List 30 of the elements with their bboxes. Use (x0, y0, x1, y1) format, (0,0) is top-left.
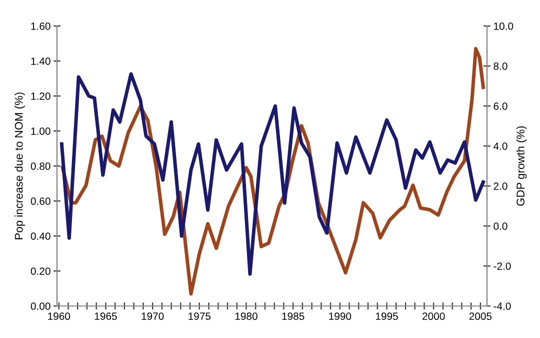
y-tick-label: 1.20 (31, 92, 50, 100)
y2-tick-label: 8.0 (494, 62, 508, 70)
x-tick-label: 1975 (188, 312, 211, 320)
y-tick-label: 0.80 (30, 162, 50, 170)
y2-tick-label: 2.0 (494, 182, 508, 190)
y-tick-label: 0.20 (30, 268, 50, 275)
x-tick-label: 1960 (48, 312, 70, 320)
y2-tick-label: -4.0 (494, 302, 511, 310)
y2-tick-label: -2.0 (494, 262, 511, 270)
y-axis-title: Pop increase due to NOM (%) (14, 92, 25, 240)
x-tick-label: 1965 (94, 312, 117, 320)
y2-tick-label: 4.0 (493, 142, 508, 150)
y-tick-label: 1.40 (31, 58, 50, 65)
y2-axis-title: GDP growth (%) (516, 126, 527, 206)
x-tick-label: 2005 (469, 312, 492, 320)
x-tick-label: 1990 (329, 312, 352, 320)
line-series (60, 72, 485, 276)
x-tick-label: 1985 (282, 312, 304, 320)
y-tick-label: 0.60 (30, 198, 50, 205)
x-tick-label: 2000 (422, 312, 445, 320)
y-tick-label: 0.40 (30, 232, 50, 240)
y-tick-label: 0.00 (30, 302, 50, 310)
y2-tick-label: 6.0 (494, 102, 508, 110)
y-tick-label: 1.00 (31, 128, 50, 135)
y-tick-label: 1.60 (31, 22, 50, 30)
x-tick-label: 1995 (376, 312, 398, 320)
y2-tick-label: 0.0 (494, 222, 508, 230)
y2-tick-label: 10.0 (494, 22, 514, 30)
x-tick-label: 1980 (235, 312, 258, 320)
x-tick-label: 1970 (142, 312, 164, 320)
